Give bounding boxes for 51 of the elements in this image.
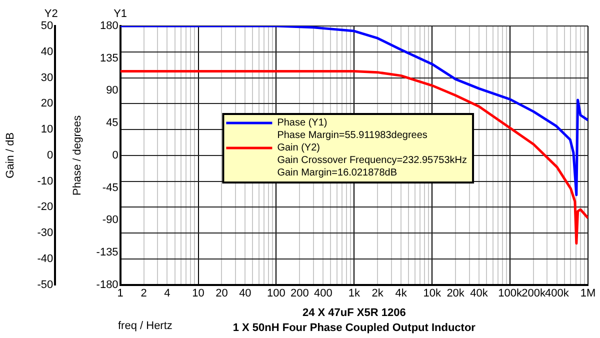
x-axis-title: freq / Hertz xyxy=(118,320,172,332)
text: Y2 xyxy=(44,8,58,20)
x-tick-label: 2 xyxy=(140,287,147,300)
y2-tick-label: -10 xyxy=(37,175,54,188)
x-tick-label: 20 xyxy=(216,287,228,300)
legend-label: Gain (Y2) xyxy=(277,142,320,154)
text: Y1 xyxy=(114,8,128,20)
x-tick-label: 1k xyxy=(348,287,360,300)
annotation: Gain Crossover Frequency=232.95753kHz xyxy=(277,155,468,166)
text: 24 X 47uF X5R 1206 xyxy=(302,307,406,320)
y-tick-label: 0 xyxy=(112,149,118,162)
x-tick-label: 4 xyxy=(164,287,170,300)
y-tick-label: 180 xyxy=(100,20,118,32)
y-tick-label: 90 xyxy=(106,84,118,97)
y-tick-label: -45 xyxy=(102,182,118,194)
y-tick-label: -90 xyxy=(102,214,118,226)
y2-tick-label: -30 xyxy=(37,227,54,240)
y2-tick-label: 20 xyxy=(40,98,54,110)
y2-tick-label: -50 xyxy=(37,278,54,291)
x-tick-label: 1M xyxy=(580,287,596,300)
y-tick-label: 45 xyxy=(106,117,118,130)
y-tick-label: -180 xyxy=(96,278,118,291)
x-tick-label: 100k xyxy=(498,287,522,300)
y2-tick-label: 50 xyxy=(40,20,54,32)
x-tick-label: 10 xyxy=(192,287,204,300)
x-tick-label: 400 xyxy=(314,287,332,300)
x-tick-label: 200 xyxy=(290,287,309,300)
annotation: Phase Margin=55.911983degrees xyxy=(277,130,428,142)
y-tick-label: 135 xyxy=(100,52,118,64)
x-tick-label: 400k xyxy=(545,287,570,300)
y2-tick-label: -40 xyxy=(37,252,54,265)
x-tick-label: 10k xyxy=(423,287,442,300)
x-tick-label: 40 xyxy=(239,287,252,300)
x-tick-label: 1 xyxy=(117,287,124,300)
x-tick-label: 100 xyxy=(267,287,286,300)
x-tick-label: 2k xyxy=(372,287,384,300)
y2-tick-label: 30 xyxy=(40,72,54,84)
y-axis-title: Phase / degrees xyxy=(72,114,84,196)
x-tick-label: 40k xyxy=(470,287,488,300)
x-tick-label: 200k xyxy=(522,287,546,300)
y2-tick-label: 10 xyxy=(40,124,54,136)
y-tick-label: -135 xyxy=(96,246,118,258)
y2-axis-title: Gain / dB xyxy=(4,132,17,178)
y2-tick-label: 40 xyxy=(40,46,54,58)
y2-tick-label: 0 xyxy=(46,149,54,162)
legend-label: Phase (Y1) xyxy=(277,118,328,129)
text: 1 X 50nH Four Phase Coupled Output Inductor xyxy=(232,322,476,334)
x-tick-label: 4k xyxy=(395,287,408,300)
y2-tick-label: -20 xyxy=(37,201,54,214)
x-tick-label: 20k xyxy=(446,287,465,300)
annotation: Gain Margin=16.021878dB xyxy=(277,168,398,179)
